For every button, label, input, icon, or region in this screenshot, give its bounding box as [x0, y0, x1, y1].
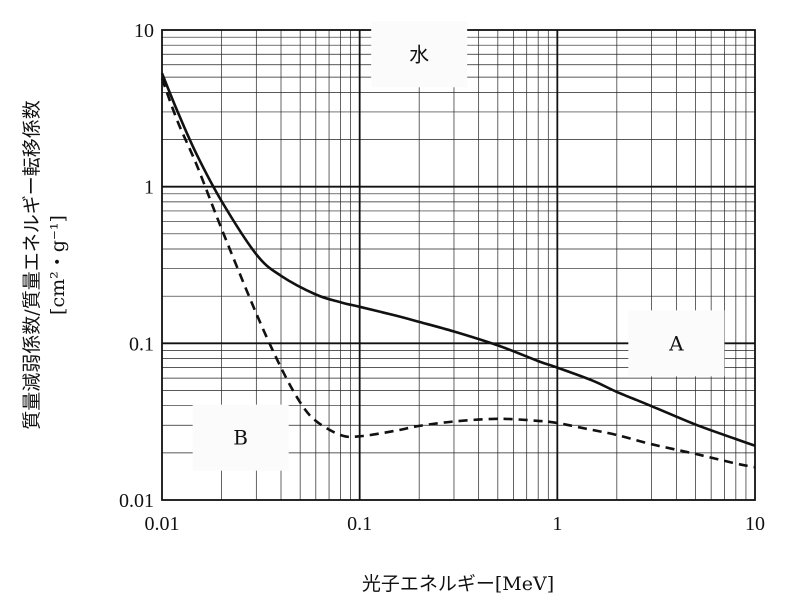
annotation-box	[192, 404, 289, 471]
y-tick-label: 0.1	[129, 333, 154, 355]
y-tick-label: 0.01	[119, 490, 154, 512]
y-axis-title-line2: [cm²・g⁻¹]	[47, 215, 69, 315]
annotation-label: A	[668, 331, 684, 355]
x-tick-label: 10	[745, 513, 765, 535]
annotation-label: B	[233, 426, 248, 450]
x-tick-label: 0.01	[145, 513, 180, 535]
y-axis-title-line1: 質量減弱係数/質量エネルギー転移係数	[21, 100, 43, 429]
series-line-b-dashed	[160, 78, 756, 469]
series-group	[160, 72, 756, 469]
x-axis-title: 光子エネルギー[MeV]	[362, 573, 554, 595]
tick-labels: 0.01 0.1 1 10 0.01 0.1 1 10	[119, 20, 765, 535]
annotation-label: 水	[409, 42, 429, 66]
annotation-box	[371, 21, 468, 88]
x-tick-label: 0.1	[347, 513, 372, 535]
annotation-box	[628, 310, 725, 377]
y-tick-label: 1	[144, 177, 154, 199]
series-line-a-solid	[160, 72, 756, 447]
annotations-group: 水 A B	[192, 21, 725, 471]
grid	[161, 29, 756, 501]
y-tick-label: 10	[134, 20, 154, 42]
x-tick-label: 1	[552, 513, 562, 535]
